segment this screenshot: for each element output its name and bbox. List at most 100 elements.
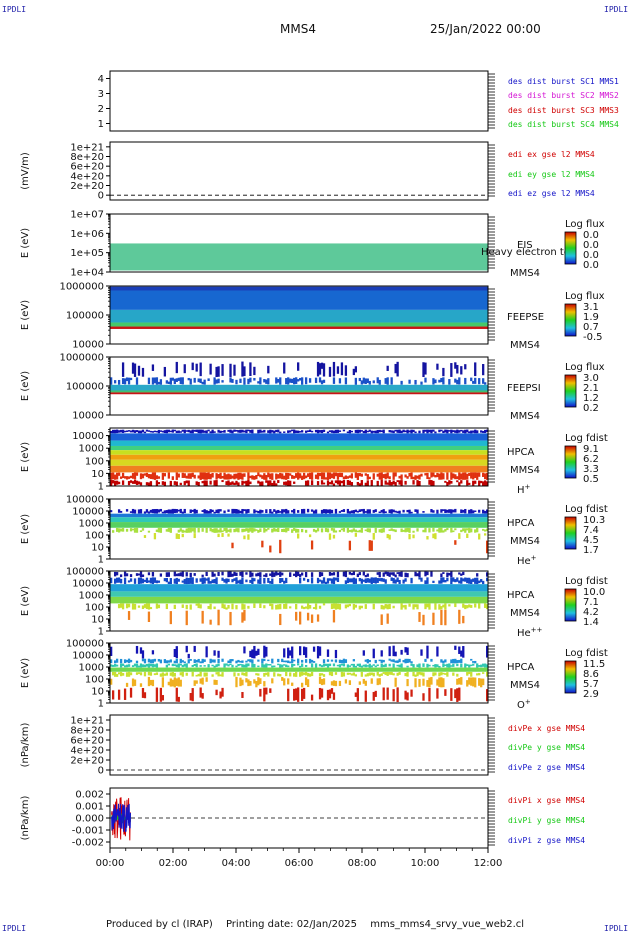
heatmap-cell: [147, 663, 151, 668]
y-tick-label: 10: [91, 687, 104, 698]
heatmap-cell: [432, 480, 435, 486]
heatmap-cell: [304, 377, 308, 385]
x-tick-label: 12:00: [474, 858, 503, 869]
heatmap-cell: [127, 664, 131, 667]
heatmap-cell: [221, 480, 224, 483]
heatmap-cell: [119, 603, 123, 608]
heatmap-cell: [386, 472, 389, 479]
heatmap-cell: [159, 379, 163, 385]
heatmap-cell: [412, 604, 415, 610]
heatmap-cell: [462, 578, 465, 582]
heatmap-cell: [452, 530, 455, 533]
heatmap-band: [110, 459, 488, 466]
legend-entry: des dist burst SC3 MMS3: [508, 106, 619, 115]
y-tick-label: 1000: [79, 663, 104, 674]
heatmap-cell: [271, 603, 274, 610]
heatmap-cell: [110, 472, 113, 480]
heatmap-cell: [360, 430, 363, 432]
heatmap-cell: [279, 472, 282, 479]
footer-filename: mms_mms4_srvy_vue_web2.cl: [370, 919, 525, 930]
heatmap-cell: [259, 509, 262, 514]
heatmap-cell: [380, 673, 383, 676]
heatmap-cell: [372, 533, 375, 540]
heatmap-cell: [354, 532, 357, 537]
heatmap-cell: [448, 604, 451, 607]
heatmap-cell: [177, 677, 180, 687]
heatmap-cell: [304, 647, 308, 658]
heatmap-cell: [283, 431, 286, 433]
y-tick-label: -0.001: [72, 826, 104, 837]
heatmap-cell: [191, 577, 194, 585]
heatmap-cell: [113, 578, 117, 584]
heatmap-cell: [241, 679, 244, 686]
heatmap-cell: [472, 663, 475, 666]
heatmap-cell: [289, 606, 292, 609]
heatmap-cell: [117, 509, 121, 513]
heatmap-cell: [110, 659, 113, 664]
heatmap-cell: [291, 429, 294, 432]
colorbar-title: Log fdist: [565, 504, 608, 515]
heatmap-cell: [157, 509, 161, 513]
heatmap-cell: [129, 574, 133, 578]
heatmap-cell: [446, 572, 449, 578]
heatmap-cell: [213, 573, 216, 577]
heatmap-cell: [119, 658, 123, 664]
heatmap-cell: [283, 664, 286, 666]
heatmap-cell: [316, 577, 320, 584]
heatmap-cell: [283, 362, 286, 374]
heatmap-cell: [304, 665, 308, 667]
heatmap-cell: [326, 659, 330, 662]
heatmap-cell: [480, 579, 483, 583]
heatmap-cell: [213, 650, 216, 656]
heatmap-cell: [115, 472, 119, 480]
heatmap-cell: [229, 482, 232, 485]
heatmap-cell: [376, 678, 379, 686]
heatmap-cell: [251, 659, 254, 664]
heatmap-cell: [476, 430, 479, 434]
heatmap-cell: [269, 581, 272, 584]
heatmap-cell: [314, 603, 318, 610]
heatmap-cell: [289, 480, 292, 486]
heatmap-cell: [472, 430, 475, 433]
heatmap-cell: [235, 429, 238, 432]
heatmap-cell: [191, 429, 194, 434]
heatmap-cell: [259, 572, 262, 578]
heatmap-cell: [243, 473, 246, 477]
heatmap-cell: [484, 510, 487, 514]
heatmap-cell: [440, 677, 443, 688]
heatmap-cell: [145, 429, 149, 432]
heatmap-band: [110, 450, 488, 455]
heatmap-cell: [408, 658, 411, 663]
heatmap-cell: [392, 673, 395, 676]
heatmap-cell: [340, 480, 344, 484]
heatmap-cell: [464, 429, 467, 434]
heatmap-cell: [390, 430, 393, 433]
heatmap-cell: [328, 578, 332, 581]
heatmap-cell: [306, 603, 310, 610]
heatmap-cell: [322, 482, 326, 485]
heatmap-cell: [314, 429, 318, 433]
heatmap-cell: [143, 535, 147, 538]
heatmap-cell: [209, 509, 212, 514]
y-tick-label: 4: [98, 74, 104, 85]
heatmap-cell: [169, 611, 172, 625]
heatmap-cell: [247, 663, 250, 667]
heatmap-cell: [454, 362, 457, 369]
heatmap-cell: [193, 474, 196, 479]
colorbar-tick-label: 0.0: [583, 260, 599, 271]
heatmap-cell: [179, 658, 182, 664]
heatmap-cell: [217, 366, 220, 377]
heatmap-cell: [283, 648, 286, 658]
heatmap-cell: [482, 509, 485, 514]
heatmap-cell: [318, 646, 322, 656]
heatmap-cell: [231, 659, 234, 662]
heatmap-cell: [221, 658, 224, 662]
heatmap-cell: [348, 480, 352, 486]
heatmap-cell: [205, 430, 208, 434]
heatmap-cell: [310, 659, 314, 663]
heatmap-cell: [316, 429, 320, 434]
heatmap-cell: [147, 671, 151, 676]
heatmap-cell: [346, 476, 350, 479]
heatmap-cell: [147, 572, 151, 576]
